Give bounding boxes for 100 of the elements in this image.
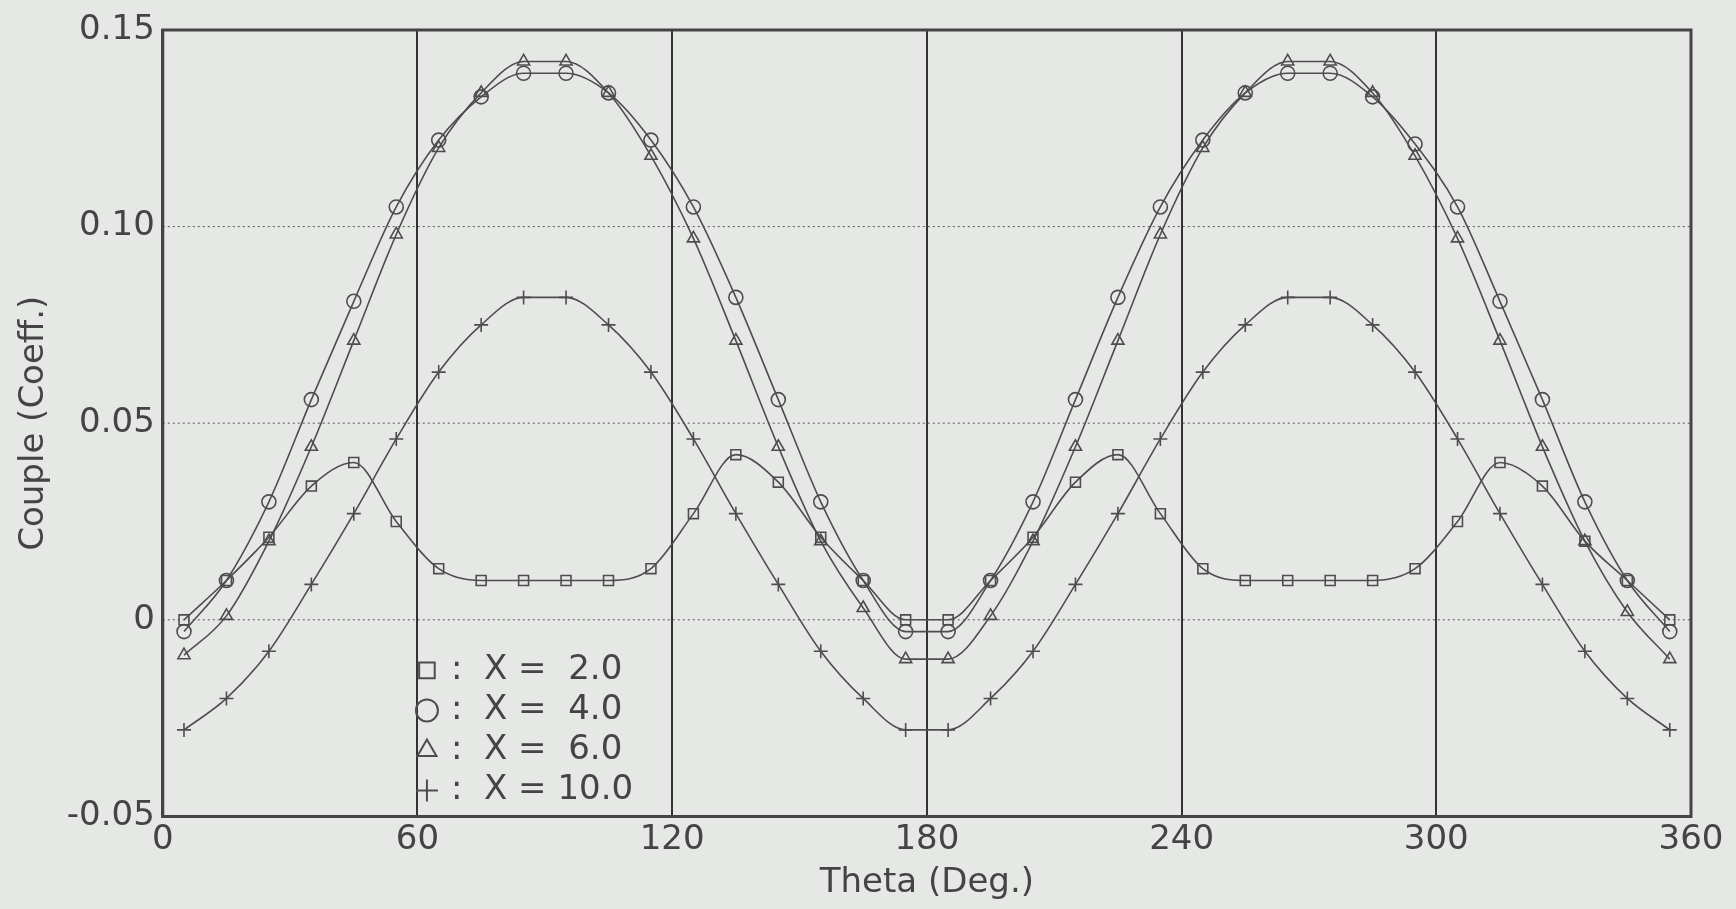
point — [1195, 132, 1211, 148]
point — [770, 391, 787, 408]
point — [1069, 476, 1082, 488]
point — [219, 608, 234, 621]
y-tick-label: 0.15 — [79, 6, 155, 47]
point — [730, 448, 742, 461]
point — [431, 140, 446, 153]
legend-label: : X = 10.0 — [450, 767, 634, 808]
point — [600, 317, 617, 333]
point — [1280, 53, 1295, 66]
x-tick-label: 300 — [1403, 816, 1469, 857]
point — [303, 391, 320, 408]
point — [1451, 515, 1464, 528]
point — [729, 332, 743, 345]
point — [1407, 136, 1423, 152]
point — [1536, 480, 1549, 492]
point — [897, 623, 914, 640]
point — [643, 132, 659, 148]
point — [430, 132, 447, 148]
legend-label: : X = 4.0 — [450, 687, 623, 728]
x-tick-label: 120 — [639, 816, 705, 857]
point — [517, 574, 530, 587]
point — [346, 293, 362, 310]
point — [1535, 438, 1550, 452]
point — [983, 608, 998, 621]
point — [771, 438, 786, 452]
point — [176, 623, 192, 640]
point — [812, 494, 829, 510]
point — [1025, 494, 1041, 510]
point — [303, 576, 320, 593]
point — [1492, 505, 1508, 522]
point — [177, 647, 191, 660]
point — [940, 623, 956, 640]
point — [855, 690, 872, 707]
x-tick-label: 60 — [395, 816, 440, 857]
point — [558, 65, 574, 82]
y-tick-label: 0.05 — [79, 400, 155, 441]
point — [1619, 690, 1636, 707]
point — [644, 148, 658, 161]
point — [1152, 199, 1169, 215]
point — [515, 289, 532, 306]
point — [772, 476, 785, 488]
point — [1279, 289, 1296, 306]
point — [346, 505, 362, 522]
point — [348, 456, 360, 469]
point — [1281, 574, 1294, 587]
point — [304, 438, 319, 452]
point — [560, 574, 572, 587]
point — [1322, 65, 1338, 82]
point — [1239, 574, 1252, 587]
point — [1365, 85, 1380, 98]
y-axis-title: Couple (Coeff.) — [11, 295, 52, 551]
point — [261, 494, 277, 510]
point — [1664, 614, 1676, 626]
point — [728, 505, 744, 522]
point — [685, 199, 702, 215]
point — [1195, 140, 1210, 153]
point — [178, 614, 190, 626]
point — [1323, 53, 1338, 66]
point — [728, 289, 744, 306]
point — [1067, 391, 1084, 408]
point — [770, 576, 787, 593]
point — [982, 690, 999, 707]
point — [559, 53, 573, 66]
point — [390, 515, 402, 528]
point — [1111, 332, 1125, 345]
point — [1409, 562, 1421, 575]
point — [812, 643, 829, 660]
point — [856, 600, 871, 613]
point — [1112, 448, 1124, 461]
point — [1408, 148, 1422, 161]
point — [687, 507, 700, 520]
point — [1110, 505, 1126, 522]
y-tick-label: -0.05 — [66, 793, 155, 834]
point — [346, 332, 361, 345]
point — [602, 574, 615, 587]
point — [645, 562, 657, 575]
point — [1450, 230, 1465, 243]
point — [473, 89, 489, 105]
point — [1153, 226, 1168, 239]
point — [686, 230, 701, 243]
point — [305, 480, 318, 492]
point — [515, 65, 532, 82]
point — [1534, 391, 1551, 408]
point — [1110, 289, 1126, 306]
point — [1534, 576, 1551, 593]
point — [942, 614, 954, 626]
point — [475, 574, 487, 587]
point — [1492, 293, 1508, 310]
point — [899, 614, 912, 626]
point — [1324, 574, 1336, 587]
point — [1364, 317, 1381, 333]
point — [1154, 507, 1167, 520]
y-tick-label: 0 — [133, 596, 155, 637]
point — [1197, 562, 1209, 575]
point — [1620, 604, 1635, 617]
point — [389, 226, 404, 239]
point — [941, 651, 955, 664]
x-tick-label: 360 — [1658, 816, 1724, 857]
point — [1364, 89, 1381, 105]
